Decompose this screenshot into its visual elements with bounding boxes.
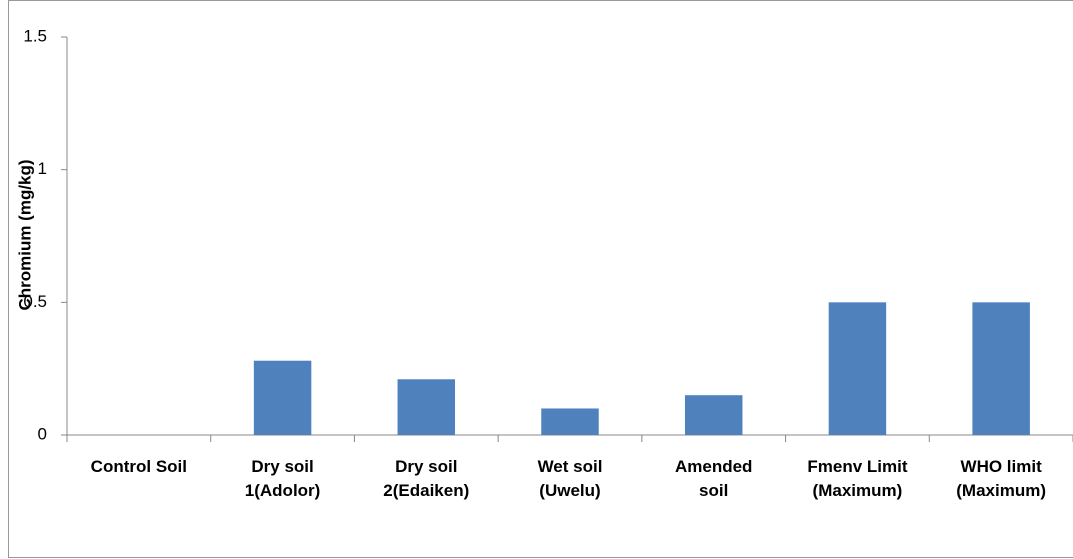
y-tick-label: 0.5 [23, 292, 47, 311]
y-axis-title: Chromium (mg/kg) [15, 159, 34, 310]
bar [828, 302, 887, 435]
chart-border [8, 0, 1073, 558]
y-tick-label: 1 [38, 159, 47, 178]
bar [972, 302, 1030, 435]
bar [684, 395, 743, 435]
x-tick-label: Fmenv Limit (Maximum) [807, 457, 908, 500]
bar [541, 408, 599, 435]
x-tick-label: Dry soil 1(Adolor) [244, 457, 321, 500]
x-tick-label: WHO limit (Maximum) [956, 457, 1046, 500]
bar [397, 379, 456, 435]
x-tick-label: Wet soil (Uwelu) [537, 457, 603, 500]
x-tick-label: Dry soil 2(Edaiken) [383, 457, 470, 500]
x-tick-label: Control Soil [90, 457, 187, 476]
x-tick-label: Amended soil [674, 457, 753, 500]
y-tick-label: 0 [38, 424, 47, 443]
bar [253, 360, 312, 435]
y-tick-label: 1.5 [23, 26, 47, 45]
